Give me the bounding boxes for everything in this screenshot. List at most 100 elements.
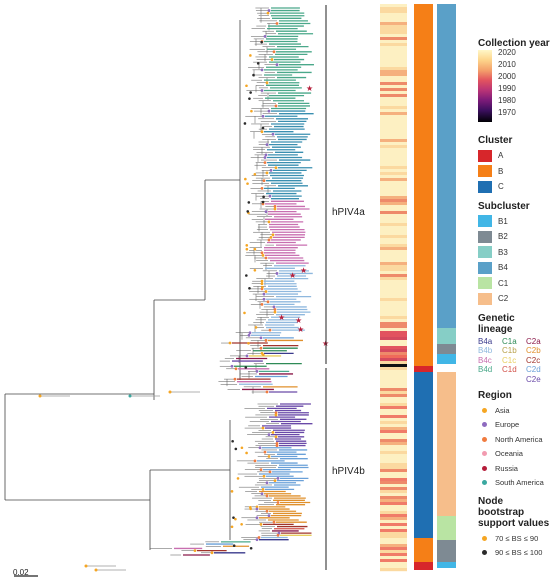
region-label: Europe xyxy=(495,420,520,430)
collection-year-cell xyxy=(380,52,407,56)
collection-year-cell xyxy=(380,475,407,479)
region-dot xyxy=(261,254,265,257)
region-dot xyxy=(264,339,268,342)
region-dot xyxy=(259,346,263,350)
subcluster-legend-item: C1 xyxy=(478,276,550,292)
region-dot xyxy=(268,194,272,198)
region-dot-icon xyxy=(482,407,487,413)
collection-year-cell xyxy=(380,139,407,143)
bootstrap-node xyxy=(249,91,252,94)
region-dot xyxy=(265,171,269,175)
collection-year-cell xyxy=(380,472,407,476)
collection-year-cell xyxy=(380,151,407,155)
genetic-lineage-label: C1b xyxy=(502,346,517,355)
region-dot xyxy=(259,522,263,526)
collection-year-cell xyxy=(380,160,407,164)
collection-year-cell xyxy=(380,106,407,110)
collection-year-cell xyxy=(380,82,407,86)
bootstrap-node xyxy=(247,341,250,345)
collection-year-cell xyxy=(380,256,407,260)
collection-year-cell xyxy=(380,322,407,326)
collection-year-cell xyxy=(380,115,407,119)
collection-year-cell xyxy=(380,520,407,524)
collection-year-cell xyxy=(380,349,407,353)
bootstrap-node xyxy=(261,200,265,204)
collection-year-cell xyxy=(380,4,407,8)
region-dot xyxy=(270,58,274,61)
genetic-lineage-label: B4b xyxy=(478,346,493,355)
region-dot xyxy=(262,297,266,301)
genetic-lineage-label: B4d xyxy=(478,365,493,374)
region-dot xyxy=(276,501,280,504)
collection-year-cell xyxy=(380,178,407,182)
collection-year-cell xyxy=(380,220,407,224)
collection-year-cell xyxy=(380,232,407,236)
region-dot xyxy=(263,156,267,159)
region-dot xyxy=(273,207,277,211)
bootstrap-dot-icon xyxy=(482,550,487,556)
region-dot xyxy=(269,168,273,172)
collection-year-cell xyxy=(380,346,407,350)
collection-year-cell xyxy=(380,94,407,98)
region-label: Russia xyxy=(495,463,518,473)
legend-title-bootstrap-1: Node bootstrap xyxy=(478,496,525,518)
collection-year-cell xyxy=(380,67,407,71)
region-dot xyxy=(233,377,237,381)
region-dot xyxy=(255,505,259,509)
bootstrap-legend-item: 70 ≤ BS ≤ 90 xyxy=(478,531,550,546)
collection-year-cell xyxy=(380,109,407,113)
region-dot xyxy=(272,50,276,54)
collection-year-cell xyxy=(380,70,407,74)
cluster-swatch xyxy=(478,165,492,178)
cluster-legend-item: B xyxy=(478,164,550,180)
collection-year-cell xyxy=(380,370,407,374)
collection-year-cell xyxy=(380,136,407,140)
bootstrap-node xyxy=(254,326,258,329)
collection-year-cell xyxy=(380,103,407,107)
collection-year-cell xyxy=(380,532,407,536)
collection-year-cell xyxy=(380,43,407,47)
bootstrap-node xyxy=(249,546,253,550)
subcluster-b1-band xyxy=(437,562,456,568)
subcluster-b1-band xyxy=(437,354,456,364)
collection-year-cell xyxy=(380,58,407,62)
collection-year-cell xyxy=(380,121,407,125)
region-dot xyxy=(128,394,132,398)
collection-year-cell xyxy=(380,211,407,215)
subcluster-b2-band xyxy=(437,540,456,562)
collection-year-cell xyxy=(380,439,407,443)
region-dot xyxy=(264,290,268,293)
collection-year-cell xyxy=(380,415,407,419)
bootstrap-node xyxy=(252,73,255,77)
collection-year-cell xyxy=(380,514,407,518)
collection-year-cell xyxy=(380,181,407,185)
region-dot xyxy=(248,331,252,335)
region-dot xyxy=(261,114,265,118)
bootstrap-node xyxy=(261,285,264,289)
legend-title-region: Region xyxy=(478,390,512,401)
region-dot xyxy=(263,34,267,38)
collection-year-cell xyxy=(380,403,407,407)
collection-year-cell xyxy=(380,262,407,266)
genetic-lineage-label: C2e xyxy=(526,374,541,384)
genetic-lineage-label: C2b xyxy=(526,346,541,355)
subcluster-label: C2 xyxy=(498,294,509,304)
collection-year-cell xyxy=(380,310,407,314)
collection-year-cell xyxy=(380,172,407,176)
collection-year-cell xyxy=(380,541,407,545)
genetic-lineage-label: C2a xyxy=(526,336,541,346)
subcluster-legend-item: B2 xyxy=(478,229,550,245)
region-dot xyxy=(265,390,269,394)
collection-year-cell xyxy=(380,175,407,179)
region-dot xyxy=(230,364,234,368)
collection-year-cell xyxy=(380,445,407,449)
collection-year-cell xyxy=(380,331,407,335)
collection-year-cell xyxy=(380,424,407,428)
collection-year-cell xyxy=(380,88,407,92)
region-dot xyxy=(260,279,264,283)
collection-year-cell xyxy=(380,355,407,359)
region-label: Asia xyxy=(495,405,510,415)
collection-year-cell xyxy=(380,166,407,170)
